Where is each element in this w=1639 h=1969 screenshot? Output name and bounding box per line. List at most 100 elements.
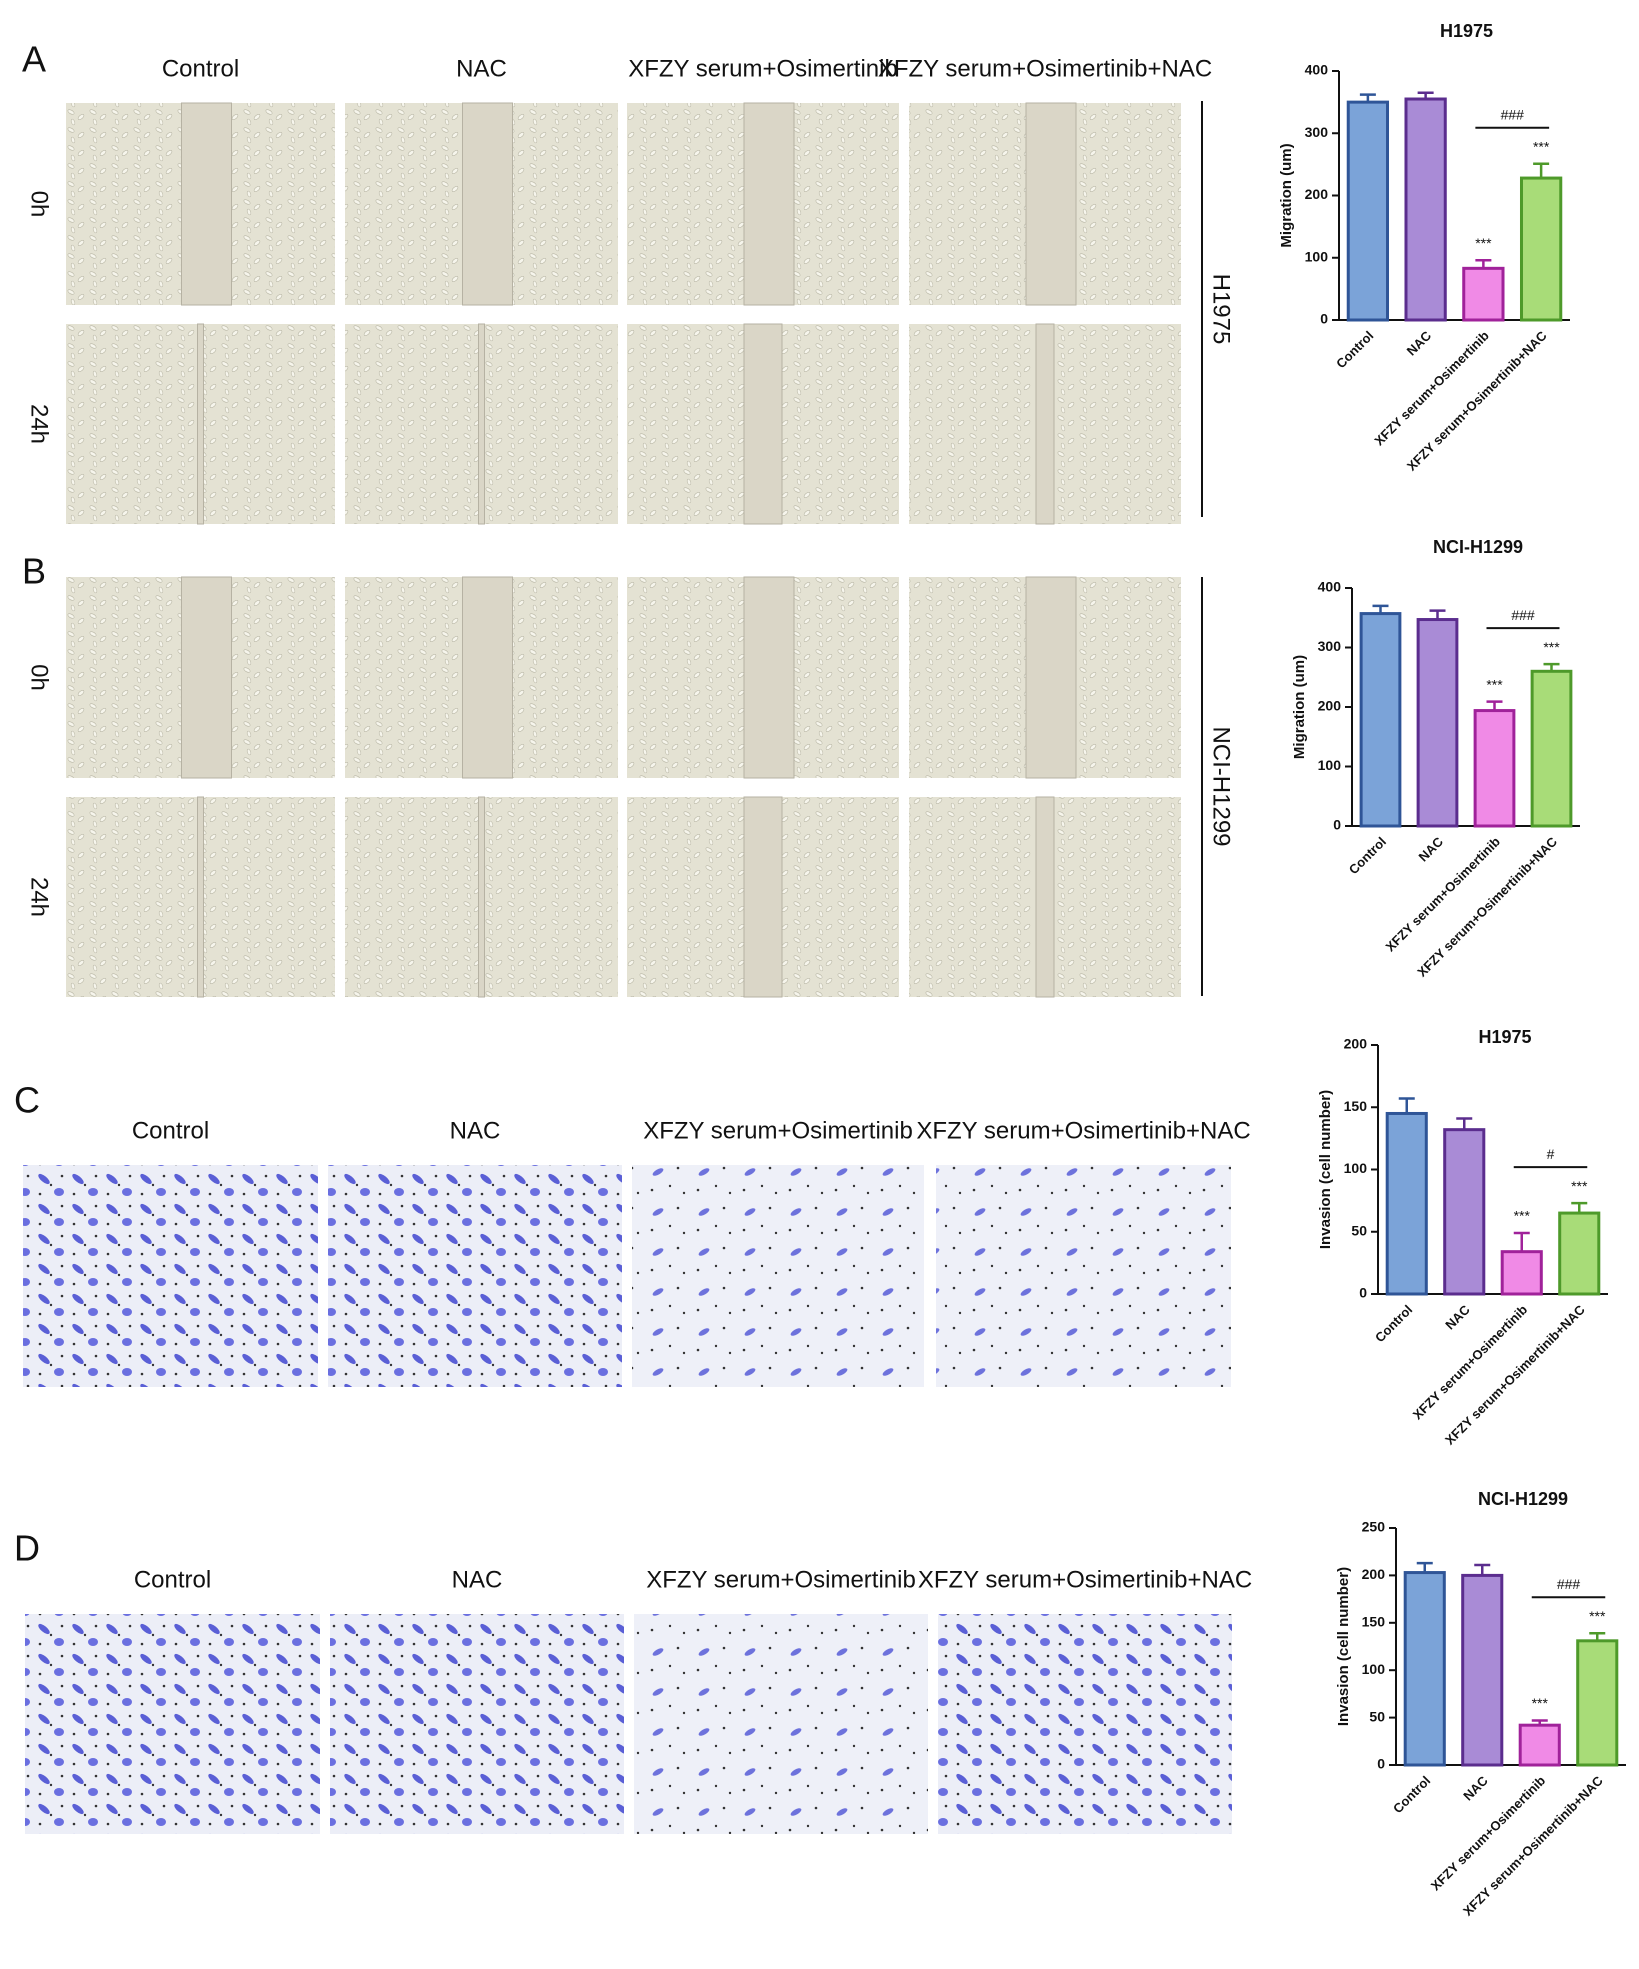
bar: [1473, 709, 1516, 828]
error-bar: [1416, 1561, 1433, 1573]
y-axis-label: Invasion (cell number): [1335, 1567, 1352, 1726]
significance: ***: [1571, 1178, 1588, 1194]
micrograph: [330, 1614, 624, 1834]
micrograph: [632, 1165, 924, 1387]
wound-gap: [743, 796, 783, 998]
bar: [1416, 618, 1459, 828]
column-label: XFZY serum+Osimertinib: [646, 1566, 916, 1593]
bar: [1346, 100, 1390, 322]
bar: [1404, 97, 1447, 322]
wound-gap: [1025, 102, 1077, 306]
x-tick-label: NAC: [1460, 1773, 1491, 1804]
error-bar: [1429, 609, 1446, 620]
error-bar: [1543, 662, 1560, 672]
bracket-label: ###: [1501, 106, 1525, 122]
error-bar: [1533, 162, 1550, 179]
chart-title: NCI-H1299: [1433, 537, 1523, 557]
bracket-label: #: [1547, 1146, 1555, 1162]
significance: ***: [1532, 1695, 1549, 1711]
bracket-label: ###: [1557, 1576, 1581, 1592]
x-tick-label: XFZY serum+Osimertinib: [1371, 328, 1492, 449]
x-tick-label: NAC: [1404, 328, 1435, 359]
x-tick-label: Control: [1346, 834, 1389, 877]
error-bar: [1398, 1097, 1415, 1114]
y-axis-label: Migration (um): [1291, 655, 1308, 759]
bar: [1518, 1723, 1561, 1767]
wound-gap: [462, 576, 513, 779]
micrograph: [938, 1614, 1232, 1834]
column-label: XFZY serum+Osimertinib+NAC: [918, 1566, 1252, 1593]
error-bar: [1571, 1201, 1588, 1214]
chart-title: NCI-H1299: [1478, 1489, 1568, 1509]
significance: ***: [1475, 235, 1492, 251]
row-label: 0h: [26, 664, 53, 691]
error-bar: [1474, 1563, 1491, 1576]
column-label: XFZY serum+Osimertinib+NAC: [916, 1117, 1250, 1144]
bar: [1461, 1573, 1504, 1767]
bar: [1519, 176, 1563, 322]
wound-gap: [1025, 576, 1077, 779]
column-label: Control: [134, 1566, 211, 1593]
wound-gap: [743, 323, 783, 525]
bar: [1403, 1571, 1446, 1767]
y-tick-label: 200: [1344, 1036, 1368, 1052]
x-tick-label: Control: [1390, 1773, 1433, 1816]
bracket-label: ###: [1511, 607, 1535, 623]
x-tick-label: Control: [1333, 328, 1376, 371]
wound-gap: [743, 102, 795, 306]
wound-gap: [1035, 323, 1055, 525]
y-tick-label: 300: [1318, 638, 1342, 654]
wound-gap: [462, 102, 513, 306]
y-tick-label: 0: [1377, 1756, 1385, 1772]
y-tick-label: 300: [1305, 124, 1329, 140]
column-label: NAC: [450, 1117, 501, 1144]
error-bar: [1589, 1631, 1606, 1641]
micrograph: [328, 1165, 622, 1387]
bar: [1385, 1111, 1428, 1296]
chart-title: H1975: [1440, 21, 1493, 41]
y-axis-label: Migration (um): [1278, 143, 1295, 247]
bar: [1500, 1250, 1543, 1296]
column-label: XFZY serum+Osimertinib+NAC: [878, 55, 1212, 82]
wound-gap: [743, 576, 795, 779]
error-bar: [1531, 1719, 1548, 1726]
error-bar: [1417, 91, 1434, 100]
y-tick-label: 50: [1351, 1222, 1367, 1238]
y-tick-label: 0: [1359, 1285, 1367, 1301]
wound-gap: [181, 102, 232, 306]
error-bar: [1359, 93, 1376, 103]
y-axis-label: Invasion (cell number): [1317, 1090, 1334, 1249]
x-tick-label: NAC: [1442, 1302, 1473, 1333]
significance: ***: [1589, 1608, 1606, 1624]
x-tick-label: XFZY serum+Osimertinib: [1383, 834, 1504, 955]
y-tick-label: 100: [1344, 1160, 1368, 1176]
y-tick-label: 150: [1344, 1098, 1368, 1114]
row-label: 0h: [26, 191, 53, 218]
x-tick-label: XFZY serum+Osimertinib: [1410, 1302, 1531, 1423]
column-label: XFZY serum+Osimertinib: [628, 55, 898, 82]
column-label: Control: [162, 55, 239, 82]
error-bar: [1513, 1231, 1530, 1252]
y-tick-label: 150: [1362, 1614, 1386, 1630]
y-tick-label: 200: [1318, 698, 1342, 714]
bar: [1558, 1211, 1601, 1296]
significance: ***: [1514, 1208, 1531, 1224]
error-bar: [1475, 258, 1492, 269]
micrograph: [23, 1165, 318, 1387]
panel-label: C: [14, 1080, 40, 1121]
x-tick-label: XFZY serum+Osimertinib: [1428, 1773, 1549, 1894]
cell-line-label: H1975: [1208, 274, 1235, 345]
bar: [1443, 1128, 1486, 1296]
bar: [1530, 669, 1573, 828]
y-tick-label: 100: [1318, 757, 1342, 773]
panel-label: B: [22, 551, 46, 592]
y-tick-label: 0: [1333, 817, 1341, 833]
y-tick-label: 200: [1305, 186, 1329, 202]
wound-gap: [478, 796, 485, 998]
column-label: XFZY serum+Osimertinib: [643, 1117, 913, 1144]
y-tick-label: 100: [1305, 248, 1329, 264]
error-bar: [1456, 1117, 1473, 1130]
y-tick-label: 0: [1320, 311, 1328, 327]
wound-gap: [1035, 796, 1055, 998]
bar: [1359, 612, 1402, 828]
